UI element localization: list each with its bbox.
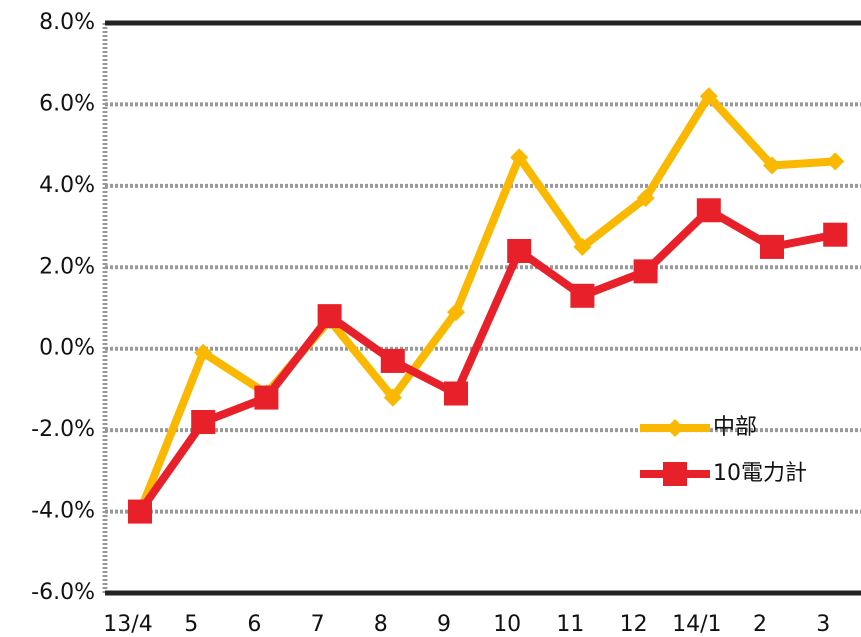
x-tick-label: 2	[753, 612, 767, 637]
marker	[317, 304, 342, 329]
y-tick-label: 2.0%	[39, 254, 95, 279]
x-tick-label: 9	[437, 612, 451, 637]
legend-marker	[666, 419, 684, 437]
marker	[636, 189, 655, 208]
legend-marker	[663, 462, 687, 486]
marker	[380, 348, 405, 373]
marker	[696, 198, 721, 223]
x-tick-label: 3	[816, 612, 830, 637]
x-tick-label: 13/4	[103, 612, 152, 637]
x-tick-label: 8	[374, 612, 388, 637]
x-tick-label: 6	[247, 612, 261, 637]
y-tick-label: 6.0%	[39, 91, 95, 116]
marker	[570, 283, 595, 308]
x-tick-label: 10	[493, 612, 521, 637]
y-tick-label: 0.0%	[39, 336, 95, 361]
marker	[699, 87, 718, 106]
marker	[447, 303, 465, 322]
x-tick-label: 7	[311, 612, 325, 637]
marker	[633, 259, 658, 284]
y-tick-label: -6.0%	[31, 580, 95, 605]
marker	[254, 385, 279, 410]
marker	[760, 234, 784, 259]
marker	[823, 222, 848, 247]
y-tick-label: -4.0%	[31, 499, 95, 524]
x-tick-label: 11	[556, 612, 584, 637]
x-tick-label: 5	[184, 612, 198, 637]
marker	[510, 148, 529, 167]
marker	[826, 152, 845, 171]
y-tick-label: 8.0%	[39, 10, 95, 35]
marker	[191, 410, 216, 434]
series-line	[136, 92, 836, 514]
marker	[763, 156, 781, 175]
marker	[194, 343, 213, 362]
x-tick-label: 12	[620, 612, 648, 637]
y-tick-label: 4.0%	[39, 173, 95, 198]
legend-label: 10電力計	[713, 461, 807, 486]
marker	[128, 499, 152, 524]
marker	[383, 388, 402, 407]
marker	[444, 381, 468, 406]
y-tick-label: -2.0%	[31, 417, 95, 442]
marker	[507, 239, 532, 263]
x-tick-label: 14/1	[672, 612, 721, 637]
legend-label: 中部	[713, 415, 757, 440]
marker	[573, 237, 592, 256]
